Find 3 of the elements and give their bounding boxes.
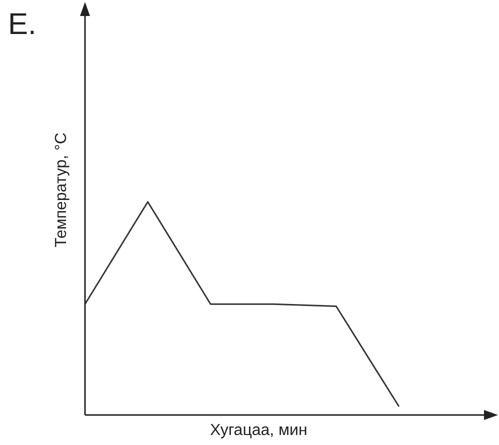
- y-axis-title: Температур, °С: [53, 132, 71, 248]
- chart-title: E.: [8, 8, 36, 42]
- x-axis-title: Хугацаа, мин: [210, 422, 308, 440]
